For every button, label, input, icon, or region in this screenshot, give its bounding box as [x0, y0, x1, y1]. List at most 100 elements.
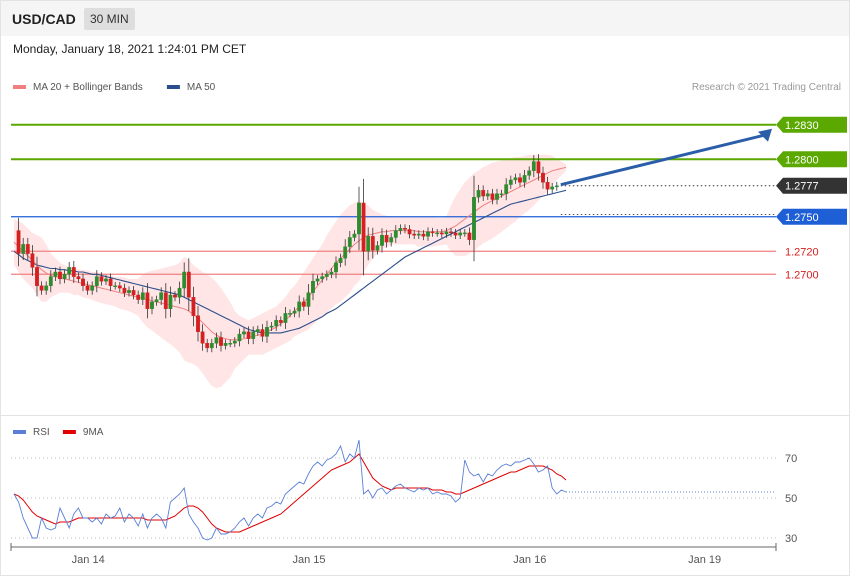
candle-body-111: [522, 175, 527, 183]
rsi-tick-70: 70: [785, 453, 797, 465]
candle-body-36: [177, 287, 182, 298]
candle-body-50: [242, 331, 246, 335]
candle-body-13: [71, 267, 76, 277]
candle-body-7: [44, 285, 49, 291]
candle-body-19: [99, 276, 104, 282]
level-tag-1.2777: [776, 177, 847, 194]
legend-swatch-0: [13, 85, 26, 89]
forecast-arrow-shaft: [560, 133, 767, 187]
candle-body-54: [260, 329, 265, 337]
candle-body-49: [237, 333, 242, 342]
candle-body-1: [16, 230, 21, 254]
candle-body-61: [292, 310, 297, 314]
candle-body-113: [531, 161, 536, 171]
level-label-1.2720: 1.2720: [785, 246, 819, 258]
legend-label-1: MA 50: [187, 82, 216, 93]
candle-body-9: [53, 271, 58, 277]
level-label-1.2750: 1.2750: [785, 212, 819, 224]
candle-body-20: [104, 278, 108, 282]
credit-text: Research © 2021 Trading Central: [692, 82, 841, 93]
bollinger-band: [14, 154, 566, 389]
candle-body-78: [370, 236, 375, 251]
x-tick-Jan-19: Jan 19: [688, 554, 721, 566]
candle-body-84: [398, 228, 403, 231]
candle-body-12: [67, 267, 72, 275]
candle-body-16: [85, 285, 90, 291]
candle-body-6: [39, 285, 44, 291]
candle-body-2: [21, 244, 26, 254]
candle-body-28: [140, 292, 145, 300]
candle-body-5: [35, 267, 39, 286]
candle-body-94: [444, 231, 449, 235]
candle-body-115: [541, 172, 545, 183]
candle-body-107: [504, 184, 509, 194]
candle-body-58: [278, 320, 283, 323]
candle-body-37: [182, 271, 187, 289]
candle-body-74: [352, 233, 357, 238]
timestamp: Monday, January 18, 2021 1:24:01 PM CET: [13, 42, 247, 56]
candle-body-102: [481, 190, 486, 197]
candle-body-91: [430, 231, 435, 234]
candle-body-101: [476, 190, 481, 198]
candle-body-86: [407, 229, 412, 235]
candle-body-47: [228, 343, 233, 345]
candle-body-17: [90, 285, 95, 291]
candle-body-108: [508, 179, 513, 185]
candle-body-109: [513, 177, 518, 181]
rsi-legend-swatch-1: [62, 430, 76, 434]
candle-body-92: [435, 232, 440, 235]
candle-body-53: [255, 329, 260, 332]
candle-body-45: [219, 337, 223, 346]
candle-body-93: [439, 232, 444, 235]
x-tick-Jan-15: Jan 15: [292, 554, 325, 566]
rsi-line: [13, 439, 567, 541]
chart-header: USD/CAD 30 MIN: [1, 1, 849, 36]
candle-body-97: [458, 232, 463, 236]
candle-body-38: [186, 271, 191, 298]
candle-body-72: [343, 246, 348, 259]
level-label-1.2830: 1.2830: [785, 120, 819, 132]
candle-body-39: [191, 297, 196, 316]
candle-body-26: [131, 290, 136, 296]
candle-body-64: [306, 292, 311, 307]
rsi-legend-swatch-0: [13, 430, 26, 434]
rsi-tick-50: 50: [785, 493, 797, 505]
rsi-legend-label-1: 9MA: [83, 427, 104, 438]
forecast-arrow-head: [758, 128, 772, 142]
candle-body-110: [518, 177, 522, 183]
candle-body-105: [495, 193, 499, 200]
candle-body-55: [265, 326, 269, 337]
candle-body-60: [288, 313, 292, 315]
candle-body-90: [426, 231, 430, 237]
legend-swatch-1: [166, 85, 180, 89]
candle-body-106: [499, 193, 504, 195]
candle-body-10: [58, 271, 62, 280]
rsi-tick-30: 30: [785, 533, 797, 545]
candle-body-56: [269, 325, 274, 328]
level-label-1.2800: 1.2800: [785, 154, 819, 166]
candle-body-22: [113, 285, 118, 287]
candle-body-3: [25, 244, 30, 254]
level-label-1.2777: 1.2777: [785, 181, 819, 193]
level-tag-1.2800: [776, 151, 847, 168]
candle-body-30: [150, 301, 154, 309]
legend-label-0: MA 20 + Bollinger Bands: [33, 82, 143, 93]
candle-body-41: [200, 331, 205, 344]
candle-body-98: [462, 232, 467, 235]
x-tick-Jan-14: Jan 14: [72, 554, 105, 566]
candle-body-18: [94, 276, 99, 286]
candle-body-63: [301, 301, 306, 307]
candle-body-57: [274, 320, 279, 327]
candle-body-44: [214, 337, 219, 344]
candle-body-23: [117, 285, 122, 289]
candle-body-77: [366, 236, 371, 252]
candle-body-46: [223, 343, 228, 346]
candle-body-62: [297, 301, 302, 312]
candle-body-88: [416, 233, 421, 236]
candle-body-99: [467, 232, 472, 240]
candle-body-14: [76, 276, 81, 280]
candle-body-76: [361, 202, 366, 252]
timeframe-badge[interactable]: 30 MIN: [84, 8, 135, 30]
candle-body-33: [163, 292, 168, 309]
